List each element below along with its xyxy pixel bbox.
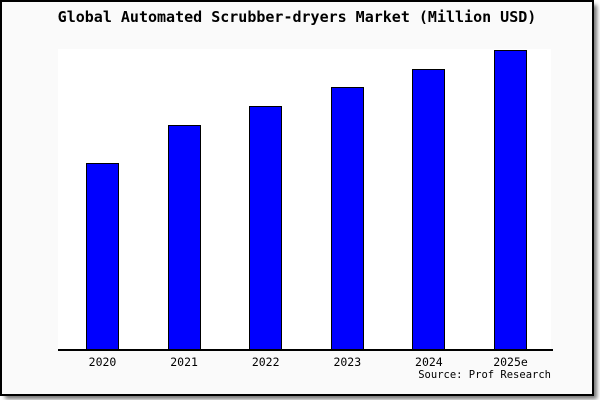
bar-2022 xyxy=(249,106,283,351)
x-tick-label-2020: 2020 xyxy=(88,355,117,369)
x-tick-label-2022: 2022 xyxy=(251,355,280,369)
bar-2025e xyxy=(494,50,527,351)
x-axis-line xyxy=(58,349,553,351)
bar-2024 xyxy=(412,69,446,351)
plot-area xyxy=(58,49,551,351)
x-axis-labels: 2020 2021 2022 2023 2024 2025e xyxy=(2,355,592,369)
bar-2021 xyxy=(167,125,201,351)
x-tick-label-2021: 2021 xyxy=(170,355,198,369)
x-tick-label-2024: 2024 xyxy=(415,355,443,369)
chart-title: Global Automated Scrubber-dryers Market … xyxy=(57,8,537,26)
bar-2020 xyxy=(86,163,119,351)
bar-2023 xyxy=(330,87,364,351)
source-label: Source: Prof Research xyxy=(418,369,551,381)
x-tick-label-2025e: 2025e xyxy=(493,355,528,369)
x-tick-label-2023: 2023 xyxy=(333,355,362,369)
